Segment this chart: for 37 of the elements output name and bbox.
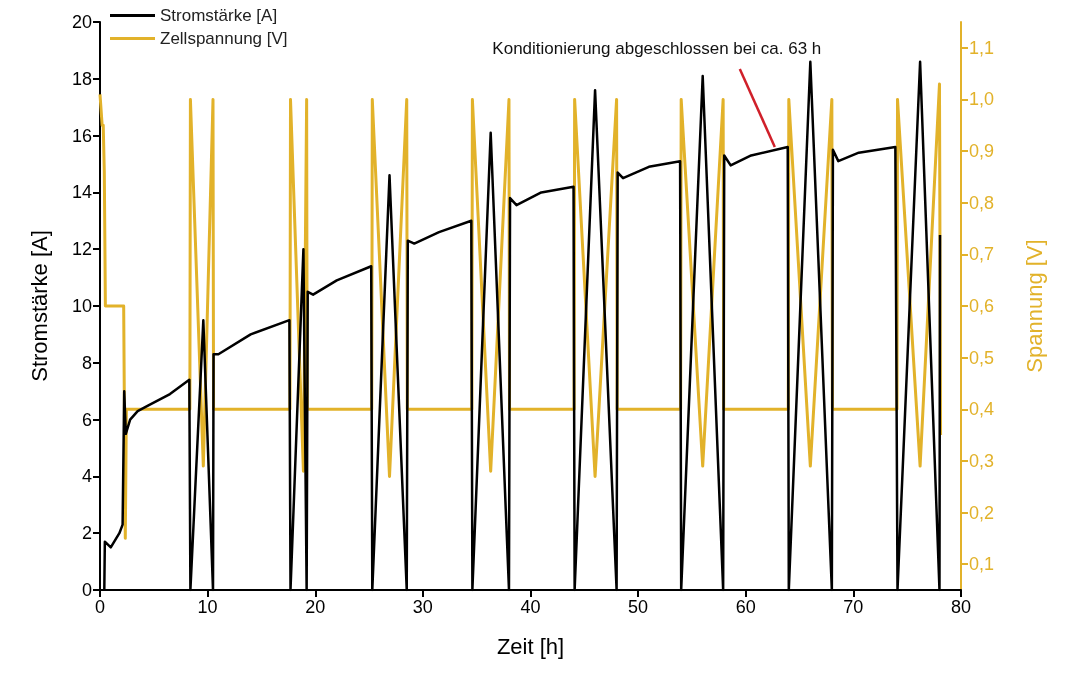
y2-tick-label: 0,8 [969,192,995,213]
x-tick-label: 10 [197,597,218,617]
y-tick-label: 2 [81,523,92,544]
y-tick-label: 20 [71,12,92,32]
x-tick-label: 70 [843,597,864,617]
y2-tick-label: 0,5 [969,347,995,368]
y-tick-label: 18 [71,68,92,89]
legend-label: Zellspannung [V] [160,29,288,48]
y2-tick-label: 0,9 [969,141,995,162]
x-tick-label: 20 [305,597,326,617]
y2-tick-label: 0,1 [969,554,995,575]
y2-tick-label: 1,0 [969,89,995,110]
y-tick-label: 16 [71,125,92,146]
y-tick-label: 10 [71,296,92,316]
x-axis-title: Zeit [h] [496,633,565,659]
y-axis-title: Stromstärke [A] [26,230,52,382]
x-tick-label: 80 [950,597,972,617]
y2-tick-label: 0,3 [969,450,995,471]
y-tick-label: 14 [71,182,92,203]
y-tick-label: 4 [81,466,92,487]
y2-axis-title: Spannung [V] [1021,239,1047,373]
annotation: Konditionierung abgeschlossen bei ca. 63 h [492,39,822,59]
y-tick-label: 6 [81,409,92,430]
y-tick-label: 12 [71,239,92,260]
y2-tick-label: 0,4 [969,399,995,420]
y-tick-label: 8 [81,352,92,373]
x-tick-label: 30 [412,597,433,617]
x-tick-label: 0 [94,597,106,617]
x-tick-label: 40 [520,597,541,617]
x-tick-label: 60 [735,597,756,617]
y2-tick-label: 0,6 [969,296,995,316]
y2-tick-label: 1,1 [969,37,995,58]
legend-label: Stromstärke [A] [160,6,278,25]
y-tick-label: 0 [81,580,92,600]
y2-tick-label: 0,7 [969,244,995,265]
x-tick-label: 50 [628,597,649,617]
y2-tick-label: 0,2 [969,502,995,523]
